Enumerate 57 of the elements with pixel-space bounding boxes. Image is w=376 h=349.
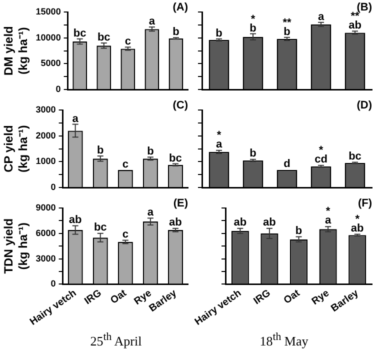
annotation: ab	[234, 216, 247, 228]
annotation: a	[148, 16, 156, 28]
annotation: a	[147, 206, 154, 218]
annotation: d	[284, 158, 290, 170]
annotation: ** b	[282, 16, 292, 38]
annotation: * cd	[314, 144, 328, 166]
annotation: b	[216, 27, 223, 40]
y-tick-label: 0	[50, 182, 56, 192]
annotation: c	[122, 158, 128, 170]
annotation: bc	[97, 32, 110, 44]
x-tick-label: Rye	[310, 288, 332, 308]
y-axis-title: CP yield (kg ha⁻¹)	[2, 125, 30, 172]
y-tick-label: 5000	[40, 58, 61, 68]
annotation: (D)	[356, 100, 372, 112]
y-tick-label: 3000	[36, 104, 56, 114]
annotation: * b	[250, 13, 257, 34]
y-tick-label: 3000	[36, 253, 56, 264]
annotation: a	[318, 10, 325, 23]
y-axis-title: DM yield (kg ha⁻¹)	[2, 26, 30, 76]
y-tick-label: 10000	[36, 32, 61, 42]
annotation: bc	[73, 27, 86, 40]
annotation: b	[295, 224, 302, 237]
x-tick-label: IRG	[252, 288, 273, 308]
annotation: b	[172, 26, 180, 38]
y-tick-label: 6000	[36, 228, 56, 238]
y-tick-label: 9000	[36, 202, 56, 212]
annotation: c	[124, 36, 131, 48]
annotation: * ab	[350, 213, 364, 234]
y-axis-title: TDN yield (kg ha⁻¹)	[2, 218, 30, 274]
x-tick-label: IRG	[82, 288, 104, 308]
annotation: * a	[216, 130, 223, 151]
annotation: (A)	[172, 2, 188, 14]
annotation: b	[250, 148, 257, 160]
annotation: ab	[169, 216, 182, 228]
annotation: ** ab	[348, 10, 362, 32]
y-tick-label: 2000	[36, 130, 56, 140]
annotation: bc	[348, 150, 362, 163]
annotation: bc	[94, 222, 107, 234]
annotation: (F)	[358, 198, 372, 210]
y-tick-label: 0	[50, 278, 56, 289]
x-tick-label: Oat	[282, 287, 303, 306]
annotation: (C)	[172, 100, 188, 112]
annotation: bc	[169, 152, 182, 164]
x-axis-title: 25$^{th}$ April	[89, 331, 143, 349]
annotation: ab	[263, 216, 276, 228]
annotation: b	[147, 146, 154, 158]
annotation: * a	[324, 206, 332, 227]
annotation: b	[97, 144, 104, 157]
x-tick-label: Oat	[108, 287, 130, 306]
annotation: c	[122, 228, 128, 240]
annotation: a	[72, 112, 80, 125]
y-tick-label: 0	[56, 84, 61, 94]
y-tick-label: 1000	[36, 156, 56, 166]
annotation: (E)	[173, 198, 188, 210]
annotation: ab	[68, 214, 82, 226]
y-tick-label: 15000	[36, 6, 61, 16]
x-axis-title: 18$^{th}$ May	[258, 331, 310, 349]
